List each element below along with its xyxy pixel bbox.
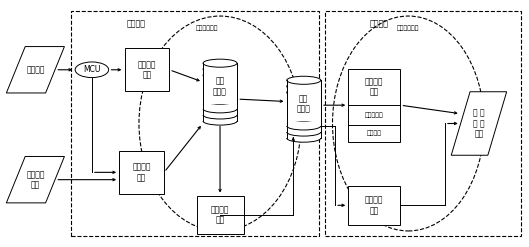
Ellipse shape bbox=[203, 105, 237, 113]
Ellipse shape bbox=[287, 76, 321, 84]
Text: 数据采集: 数据采集 bbox=[127, 19, 146, 28]
Ellipse shape bbox=[203, 65, 237, 73]
Text: 手工数据
录入: 手工数据 录入 bbox=[132, 163, 151, 182]
Bar bbox=[196, 196, 243, 234]
Bar bbox=[286, 122, 322, 126]
Text: 在线监控分析: 在线监控分析 bbox=[397, 25, 419, 31]
Ellipse shape bbox=[287, 88, 321, 97]
Text: 人工测读
仪器: 人工测读 仪器 bbox=[26, 170, 44, 189]
Ellipse shape bbox=[287, 122, 321, 130]
Ellipse shape bbox=[203, 71, 237, 80]
Ellipse shape bbox=[203, 117, 237, 125]
Ellipse shape bbox=[75, 62, 108, 78]
Bar bbox=[348, 186, 400, 225]
Bar bbox=[287, 92, 321, 138]
Bar bbox=[348, 69, 400, 142]
Bar bbox=[286, 128, 322, 132]
Ellipse shape bbox=[287, 128, 321, 136]
Bar bbox=[287, 80, 321, 126]
Bar bbox=[202, 111, 238, 115]
Text: 原始
数据库: 原始 数据库 bbox=[213, 77, 227, 96]
Bar bbox=[203, 63, 237, 109]
Text: 分析评判: 分析评判 bbox=[370, 19, 389, 28]
Polygon shape bbox=[6, 156, 65, 203]
Ellipse shape bbox=[203, 59, 237, 67]
Bar bbox=[203, 69, 237, 115]
Text: 离线分析
处理: 离线分析 处理 bbox=[365, 196, 384, 215]
Text: 整编
数据库: 整编 数据库 bbox=[297, 94, 311, 113]
Text: 在线分析
处理: 在线分析 处理 bbox=[365, 77, 384, 97]
Bar bbox=[71, 11, 320, 236]
Ellipse shape bbox=[287, 134, 321, 142]
Ellipse shape bbox=[203, 111, 237, 119]
Text: 时间表驱动: 时间表驱动 bbox=[365, 112, 384, 118]
Text: 分 析
成 果
输出: 分 析 成 果 输出 bbox=[473, 109, 485, 138]
Text: 随机驱动: 随机驱动 bbox=[367, 131, 382, 136]
Text: MCU: MCU bbox=[83, 65, 101, 74]
Text: 数据整编
处理: 数据整编 处理 bbox=[211, 206, 229, 225]
Polygon shape bbox=[6, 47, 65, 93]
Bar bbox=[286, 134, 322, 138]
Bar bbox=[125, 48, 169, 91]
Text: 自动数据
采集: 自动数据 采集 bbox=[138, 60, 156, 80]
Ellipse shape bbox=[287, 82, 321, 90]
Text: 监测装置: 监测装置 bbox=[26, 65, 44, 74]
Bar bbox=[287, 86, 321, 132]
Bar bbox=[202, 105, 238, 109]
Bar bbox=[203, 75, 237, 121]
Bar bbox=[202, 117, 238, 121]
Polygon shape bbox=[451, 92, 507, 155]
Text: 在线数据采集: 在线数据采集 bbox=[196, 25, 218, 31]
Bar bbox=[325, 11, 521, 236]
Bar bbox=[120, 151, 164, 194]
